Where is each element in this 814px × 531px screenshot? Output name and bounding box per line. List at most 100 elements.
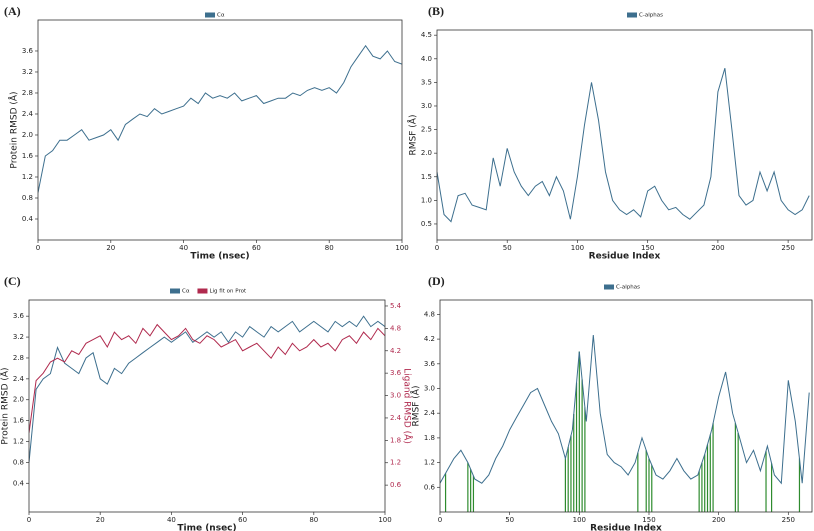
y-tick-label: 1.2 <box>22 173 33 181</box>
y-tick-label: 2.4 <box>13 375 25 383</box>
y-tick-label: 1.2 <box>13 438 24 446</box>
legend-swatch <box>205 12 215 18</box>
x-tick-label: 0 <box>438 516 442 524</box>
series-line <box>29 323 385 433</box>
y-tick-label: 3.5 <box>421 78 432 86</box>
x-tick-label: 100 <box>395 244 408 252</box>
x-tick-label: 250 <box>781 244 794 252</box>
x-tick-label: 0 <box>435 244 439 252</box>
y2-tick-label: 4.2 <box>390 347 401 355</box>
x-tick-label: 100 <box>573 516 586 524</box>
y2-tick-label: 0.6 <box>390 481 402 489</box>
y-tick-label: 2.8 <box>22 89 33 97</box>
panel-label: (B) <box>428 4 444 18</box>
x-axis-title: Residue Index <box>590 524 662 531</box>
legend-swatch <box>627 12 637 18</box>
y2-tick-label: 1.2 <box>390 459 401 467</box>
plot-frame <box>439 299 813 513</box>
x-axis-title: Time (nsec) <box>177 524 236 531</box>
series-line <box>437 68 810 223</box>
legend-label: Cα <box>217 13 225 19</box>
x-tick-label: 60 <box>238 516 247 524</box>
y-tick-label: 0.5 <box>421 220 432 228</box>
y-tick-label: 3.6 <box>13 312 25 320</box>
y-tick-label: 0.4 <box>13 479 25 487</box>
y-axis-title: RMSF (Å) <box>407 115 419 156</box>
x-tick-label: 150 <box>641 244 654 252</box>
y-tick-label: 2.4 <box>424 409 436 417</box>
x-tick-label: 50 <box>505 516 514 524</box>
series-line <box>29 315 385 463</box>
y2-axis-title: Ligand RMSD (Å) <box>402 368 414 444</box>
y2-tick-label: 4.8 <box>390 324 401 332</box>
plot-frame <box>28 299 386 513</box>
y-tick-label: 1.0 <box>421 196 432 204</box>
x-tick-label: 80 <box>325 244 334 252</box>
plot-frame <box>37 19 403 241</box>
x-tick-label: 20 <box>106 244 115 252</box>
panel-label: (A) <box>4 4 21 18</box>
y-tick-label: 3.2 <box>13 333 24 341</box>
y-tick-label: 1.6 <box>22 152 34 160</box>
y2-tick-label: 1.8 <box>390 436 401 444</box>
y-tick-label: 1.8 <box>424 434 435 442</box>
series-line <box>440 334 810 485</box>
y-tick-label: 2.0 <box>13 396 24 404</box>
y2-tick-label: 2.4 <box>390 414 402 422</box>
y-tick-label: 0.6 <box>424 483 436 491</box>
x-tick-label: 200 <box>712 516 725 524</box>
x-tick-label: 20 <box>96 516 105 524</box>
x-tick-label: 40 <box>179 244 188 252</box>
y-tick-label: 3.0 <box>424 385 435 393</box>
y-axis-title: RMSF (Å) <box>410 386 422 427</box>
x-tick-label: 100 <box>571 244 584 252</box>
x-tick-label: 50 <box>503 244 512 252</box>
y-tick-label: 2.4 <box>22 110 34 118</box>
y-tick-label: 2.8 <box>13 354 24 362</box>
y-tick-label: 0.8 <box>13 458 24 466</box>
x-tick-label: 200 <box>711 244 724 252</box>
y-tick-label: 3.6 <box>424 360 436 368</box>
y2-tick-label: 5.4 <box>390 302 402 310</box>
y-axis-title: Protein RMSD (Å) <box>8 91 20 168</box>
legend-label: C-alphas <box>639 13 663 19</box>
plot-frame <box>436 29 813 241</box>
x-axis-title: Time (nsec) <box>190 252 249 262</box>
legend-swatch <box>604 284 614 290</box>
x-tick-label: 0 <box>27 516 31 524</box>
x-tick-label: 0 <box>36 244 40 252</box>
y-tick-label: 1.5 <box>421 173 432 181</box>
y2-tick-label: 3.0 <box>390 392 401 400</box>
y2-tick-label: 3.6 <box>390 369 402 377</box>
y-tick-label: 3.0 <box>421 102 432 110</box>
y-axis-title: Protein RMSD (Å) <box>0 367 11 444</box>
x-axis-title: Residue Index <box>589 252 661 262</box>
y-tick-label: 4.2 <box>424 335 435 343</box>
x-tick-label: 250 <box>782 516 795 524</box>
x-tick-label: 80 <box>309 516 318 524</box>
y-tick-label: 3.6 <box>22 47 34 55</box>
y-tick-label: 1.2 <box>424 459 435 467</box>
y-tick-label: 0.8 <box>22 194 33 202</box>
y-tick-label: 4.5 <box>421 31 432 39</box>
y-tick-label: 2.0 <box>22 131 33 139</box>
legend-label: Cα <box>182 289 190 295</box>
x-tick-label: 40 <box>167 516 176 524</box>
series-line <box>38 44 402 193</box>
y-tick-label: 2.5 <box>421 126 432 134</box>
legend-label: C-alphas <box>616 285 640 291</box>
y-tick-label: 4.8 <box>424 310 435 318</box>
legend-swatch <box>170 288 180 294</box>
y-tick-label: 2.0 <box>421 149 432 157</box>
y-tick-label: 1.6 <box>13 417 25 425</box>
y-tick-label: 4.0 <box>421 55 432 63</box>
panel-label: (C) <box>4 274 21 288</box>
y-tick-label: 3.2 <box>22 68 33 76</box>
legend-label: Lig fit on Prot <box>209 289 247 295</box>
x-tick-label: 150 <box>642 516 655 524</box>
x-tick-label: 100 <box>378 516 391 524</box>
y-tick-label: 0.4 <box>22 215 34 223</box>
legend-swatch <box>197 288 208 294</box>
x-tick-label: 60 <box>252 244 261 252</box>
